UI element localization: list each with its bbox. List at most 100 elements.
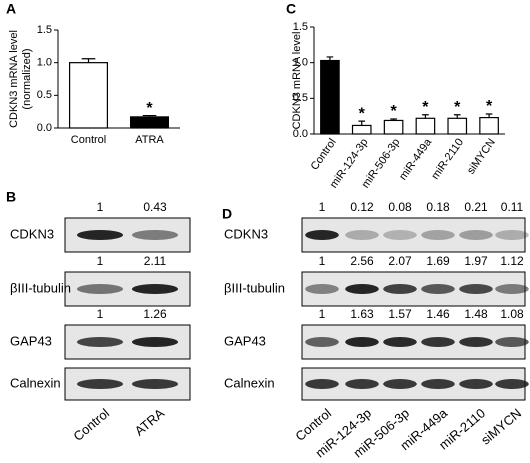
quantification-label: 1.12 (500, 254, 524, 268)
panel-label: A (6, 1, 16, 17)
panel-label: C (286, 1, 296, 17)
bar (68, 62, 109, 129)
significance-mark: * (146, 100, 153, 117)
protein-band (305, 337, 339, 347)
protein-label: Calnexin (224, 375, 275, 390)
quantification-label: 1.46 (426, 307, 450, 321)
protein-band (305, 379, 339, 389)
error-bar (422, 114, 429, 119)
quantification-label: 1 (319, 307, 326, 321)
quantification-label: 1.69 (426, 254, 450, 268)
protein-band (131, 284, 179, 294)
bar (447, 117, 468, 135)
protein-band (421, 337, 455, 347)
protein-band (459, 284, 493, 294)
quantification-label: 1.63 (350, 307, 374, 321)
protein-band (459, 230, 493, 240)
protein-band (383, 230, 417, 240)
protein-label: βIII-tubulin (10, 280, 71, 295)
protein-band (495, 284, 529, 294)
quantification-label: 2.07 (388, 254, 412, 268)
y-tick-label: 1.5 (37, 24, 52, 36)
protein-label: Calnexin (10, 375, 61, 390)
panel-label: D (222, 206, 232, 222)
protein-band (76, 379, 124, 389)
significance-mark: * (486, 98, 493, 115)
bar (351, 124, 372, 135)
quantification-label: 0.08 (388, 200, 412, 214)
error-bar (81, 58, 96, 63)
y-axis-label: CDKN3 mRNA level (8, 30, 20, 128)
protein-label: CDKN3 (224, 226, 268, 241)
x-tick-label: ATRA (135, 134, 164, 146)
protein-band (345, 230, 379, 240)
protein-band (421, 230, 455, 240)
y-tick-label: 0.5 (293, 92, 308, 104)
quantification-label: 1.26 (143, 307, 167, 321)
protein-band (131, 230, 179, 240)
bar (320, 59, 340, 135)
bar (479, 116, 499, 135)
protein-band (305, 230, 339, 240)
error-bar (326, 56, 334, 61)
quantification-label: 0.43 (143, 200, 167, 214)
significance-mark: * (390, 103, 397, 120)
error-bar (485, 113, 493, 118)
protein-label: GAP43 (224, 333, 266, 348)
protein-band (383, 337, 417, 347)
quantification-label: 0.18 (426, 200, 450, 214)
protein-band (495, 379, 529, 389)
quantification-label: 1 (97, 200, 104, 214)
quantification-label: 0.11 (501, 200, 524, 214)
protein-band (76, 230, 124, 240)
protein-band (305, 284, 339, 294)
protein-band (76, 337, 124, 347)
significance-mark: * (422, 99, 429, 116)
y-tick-label: 1.0 (37, 57, 52, 69)
protein-band (495, 230, 529, 240)
quantification-label: 0.12 (350, 200, 374, 214)
protein-band (421, 379, 455, 389)
protein-band (383, 379, 417, 389)
quantification-label: 1.48 (464, 307, 488, 321)
bar (383, 119, 404, 135)
protein-label: βIII-tubulin (224, 280, 285, 295)
protein-band (459, 337, 493, 347)
protein-label: CDKN3 (10, 226, 54, 241)
quantification-label: 1 (97, 254, 104, 268)
error-bar (358, 120, 366, 126)
protein-band (131, 379, 179, 389)
y-tick-label: 1.0 (293, 57, 308, 69)
panel-label: B (6, 189, 16, 205)
protein-band (495, 337, 529, 347)
x-tick-label: Control (71, 134, 106, 146)
protein-band (383, 284, 417, 294)
error-bar (453, 114, 461, 119)
protein-band (345, 379, 379, 389)
quantification-label: 1.57 (388, 307, 412, 321)
significance-mark: * (359, 105, 366, 122)
bar (129, 116, 170, 129)
y-tick-label: 0.5 (37, 89, 52, 101)
protein-label: GAP43 (10, 333, 52, 348)
quantification-label: 2.11 (144, 254, 167, 268)
protein-band (421, 284, 455, 294)
quantification-label: 0.21 (464, 200, 488, 214)
quantification-label: 1.08 (500, 307, 524, 321)
protein-band (345, 337, 379, 347)
y-axis-label: CDKN3 mRNA level (291, 32, 303, 130)
error-bar (142, 114, 157, 117)
error-bar (390, 118, 397, 121)
y-tick-label: 0.0 (37, 122, 52, 134)
bar (415, 117, 436, 135)
protein-band (131, 337, 179, 347)
protein-band (345, 284, 379, 294)
quantification-label: 2.56 (350, 254, 374, 268)
protein-band (459, 379, 493, 389)
y-axis-label: (normalized) (21, 48, 33, 109)
quantification-label: 1 (319, 254, 326, 268)
y-tick-label: 0.0 (293, 128, 308, 140)
y-tick-label: 1.5 (293, 21, 308, 33)
protein-band (76, 284, 124, 294)
